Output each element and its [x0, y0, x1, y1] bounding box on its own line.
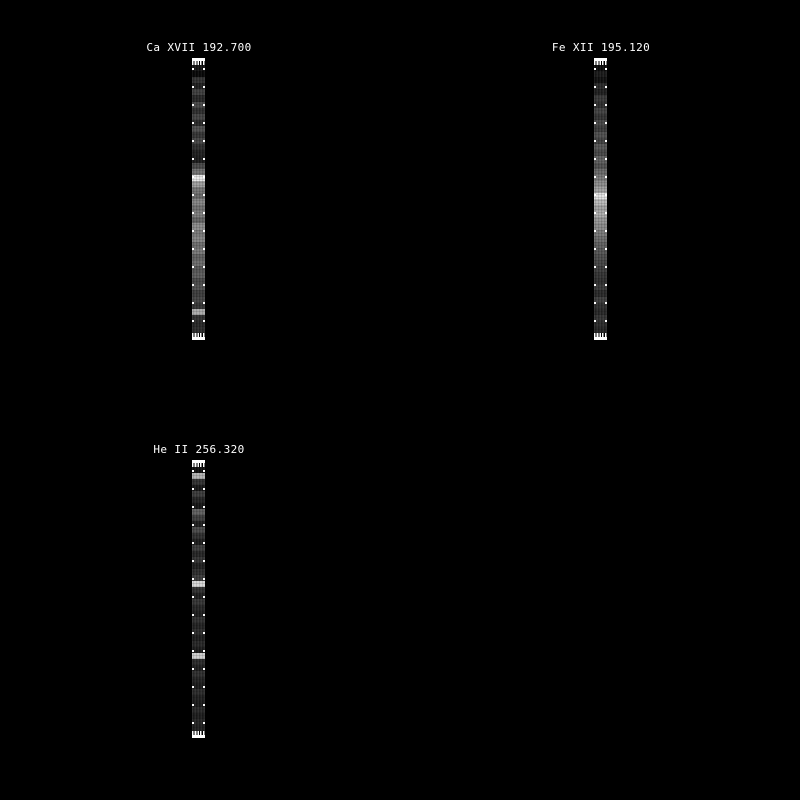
raster-strip-ca-xvii [192, 58, 205, 340]
strip-image [192, 65, 205, 334]
panel-title-ca-xvii: Ca XVII 192.700 [146, 41, 252, 54]
pixel-noise-overlay [192, 65, 205, 333]
panel-title-fe-xii: Fe XII 195.120 [551, 41, 651, 54]
bottom-axis-ticks [192, 333, 205, 340]
bottom-axis-ticks [594, 333, 607, 340]
strip-image [192, 467, 205, 731]
strip-image [594, 65, 607, 334]
bottom-axis-ticks [192, 731, 205, 738]
panel-title-he-ii: He II 256.320 [153, 443, 245, 456]
raster-strip-he-ii [192, 460, 205, 738]
top-axis-ticks [192, 460, 205, 467]
top-axis-ticks [594, 58, 607, 65]
intensity-bands [192, 65, 205, 334]
pixel-noise-overlay [594, 65, 607, 333]
top-axis-ticks [192, 58, 205, 65]
right-axis-ticks [203, 470, 205, 731]
intensity-bands [594, 65, 607, 334]
right-axis-ticks [605, 68, 607, 333]
pixel-noise-overlay [192, 467, 205, 731]
left-axis-ticks [594, 68, 596, 333]
intensity-bands [192, 467, 205, 731]
left-axis-ticks [192, 470, 194, 731]
left-axis-ticks [192, 68, 194, 333]
right-axis-ticks [203, 68, 205, 333]
raster-strip-fe-xii [594, 58, 607, 340]
